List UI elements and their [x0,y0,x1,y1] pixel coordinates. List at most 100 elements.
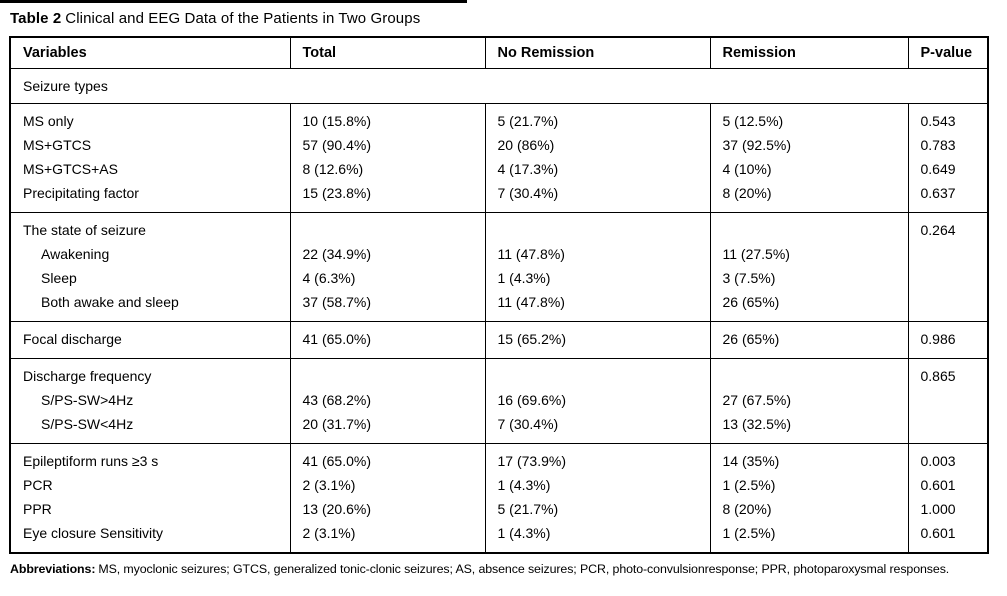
row-value: 22 (34.9%) [302,246,371,262]
header-total: Total [289,36,486,69]
header-row: Variables Total No Remission Remission P… [9,36,989,69]
cell-total: 22 (34.9%) 4 (6.3%) 37 (58.7%) [289,212,486,322]
row-label: Epileptiform runs ≥3 s [23,453,159,469]
row-value: 1 (2.5%) [722,525,776,541]
row-value: 8 (20%) [722,501,772,517]
table-body: Seizure types MS only MS+GTCS MS+GTCS+AS Pre… [9,68,989,554]
section-row: Epileptiform runs ≥3 s PCR PPR Eye closure … [9,443,989,554]
row-value: 0.543 [920,113,956,129]
row-value: 1 (2.5%) [722,477,776,493]
row-label: Sleep [41,270,77,286]
row-value [921,242,976,266]
row-value: 7 (30.4%) [497,185,559,201]
row-value: 0.649 [920,161,956,177]
row-value: 0.601 [920,525,956,541]
row-value: 13 (20.6%) [302,501,371,517]
row-value: 1 (4.3%) [497,525,551,541]
row-value: 16 (69.6%) [497,392,566,408]
cell-no-remission: 16 (69.6%) 7 (30.4%) [484,358,711,444]
row-value: 11 (27.5%) [722,246,790,262]
row-value: 15 (23.8%) [302,185,371,201]
row-value: 1 (4.3%) [497,477,551,493]
row-value: 15 (65.2%) [497,331,566,347]
section-row: Discharge frequency S/PS-SW>4Hz S/PS-SW<4H… [9,358,989,444]
row-value: 26 (65%) [722,331,780,347]
cell-p: 0.865 [907,358,989,444]
section-row: The state of seizure Awakening Sleep Both a… [9,212,989,322]
row-value: 43 (68.2%) [302,392,371,408]
row-label: MS+GTCS+AS [23,161,118,177]
row-value: 37 (58.7%) [302,294,371,310]
row-value: 5 (21.7%) [497,501,559,517]
cell-no-remission: 11 (47.8%) 1 (4.3%) 11 (47.8%) [484,212,711,322]
row-value: 5 (12.5%) [722,113,784,129]
clinical-eeg-table: Variables Total No Remission Remission P… [9,36,989,554]
section-span-row: Seizure types [9,68,989,104]
row-value: 7 (30.4%) [497,416,559,432]
cell-total: 41 (65.0%) 2 (3.1%) 13 (20.6%) 2 (3.1%) [289,443,486,554]
row-value [921,412,976,436]
section-row: MS only MS+GTCS MS+GTCS+AS Precipitating fa… [9,103,989,213]
cell-no-remission: 17 (73.9%) 1 (4.3%) 5 (21.7%) 1 (4.3%) [484,443,711,554]
page: Table 2 Clinical and EEG Data of the Pati… [0,0,998,576]
cell-label: MS only MS+GTCS MS+GTCS+AS Precipitating fa… [9,103,291,213]
row-value [303,218,473,242]
row-value: 4 (17.3%) [497,161,559,177]
row-value: 3 (7.5%) [722,270,776,286]
header-p-value: P-value [907,36,989,69]
row-value [921,388,976,412]
row-value: 27 (67.5%) [722,392,791,408]
row-value: 2 (3.1%) [302,525,356,541]
row-value: 14 (35%) [722,453,780,469]
row-value: 8 (20%) [722,185,772,201]
cell-label: The state of seizure Awakening Sleep Both a… [9,212,291,322]
row-value: 41 (65.0%) [302,331,371,347]
row-value: 20 (86%) [497,137,555,153]
row-value: 0.865 [920,368,956,384]
abbreviations-footnote: Abbreviations: MS, myoclonic seizures; GT… [10,562,996,576]
row-value [723,364,896,388]
table-title-text: Clinical and EEG Data of the Patients in… [65,10,421,27]
row-value: 37 (92.5%) [722,137,791,153]
cell-label: Focal discharge [9,321,291,359]
cell-p: 0.986 [907,321,989,359]
row-label: S/PS-SW>4Hz [41,392,134,408]
row-label: MS+GTCS [23,137,92,153]
header-remission: Remission [709,36,909,69]
header-no-remission: No Remission [484,36,711,69]
row-value [303,364,473,388]
row-value: 4 (6.3%) [302,270,356,286]
cell-total: 43 (68.2%) 20 (31.7%) [289,358,486,444]
cell-remission: 5 (12.5%) 37 (92.5%) 4 (10%) 8 (20%) [709,103,909,213]
row-value [498,218,698,242]
row-label: Focal discharge [23,331,122,347]
row-label: S/PS-SW<4Hz [41,416,134,432]
row-value: 0.601 [920,477,956,493]
cropped-text-artifact [0,0,467,3]
row-label: Both awake and sleep [41,294,179,310]
cell-no-remission: 5 (21.7%) 20 (86%) 4 (17.3%) 7 (30.4%) [484,103,711,213]
row-value: 2 (3.1%) [302,477,356,493]
section-title-cell: Seizure types [9,68,989,104]
row-label: PCR [23,477,53,493]
cell-no-remission: 15 (65.2%) [484,321,711,359]
row-value: 10 (15.8%) [302,113,371,129]
row-value: 0.986 [920,331,956,347]
table-title: Table 2 Clinical and EEG Data of the Pati… [10,10,998,27]
cell-label: Discharge frequency S/PS-SW>4Hz S/PS-SW<4H… [9,358,291,444]
row-value [921,266,976,290]
table-number-label: Table 2 [10,10,62,27]
row-value: 0.003 [920,453,956,469]
row-value: 17 (73.9%) [497,453,566,469]
cell-total: 41 (65.0%) [289,321,486,359]
row-value: 20 (31.7%) [302,416,371,432]
row-label: MS only [23,113,74,129]
cell-total: 10 (15.8%) 57 (90.4%) 8 (12.6%) 15 (23.8%) [289,103,486,213]
cell-p: 0.264 [907,212,989,322]
row-value: 0.637 [920,185,956,201]
row-value: 1 (4.3%) [497,270,551,286]
row-label: Precipitating factor [23,185,139,201]
abbreviations-label: Abbreviations: [10,562,96,576]
row-value: 26 (65%) [722,294,780,310]
row-value: 11 (47.8%) [497,246,565,262]
